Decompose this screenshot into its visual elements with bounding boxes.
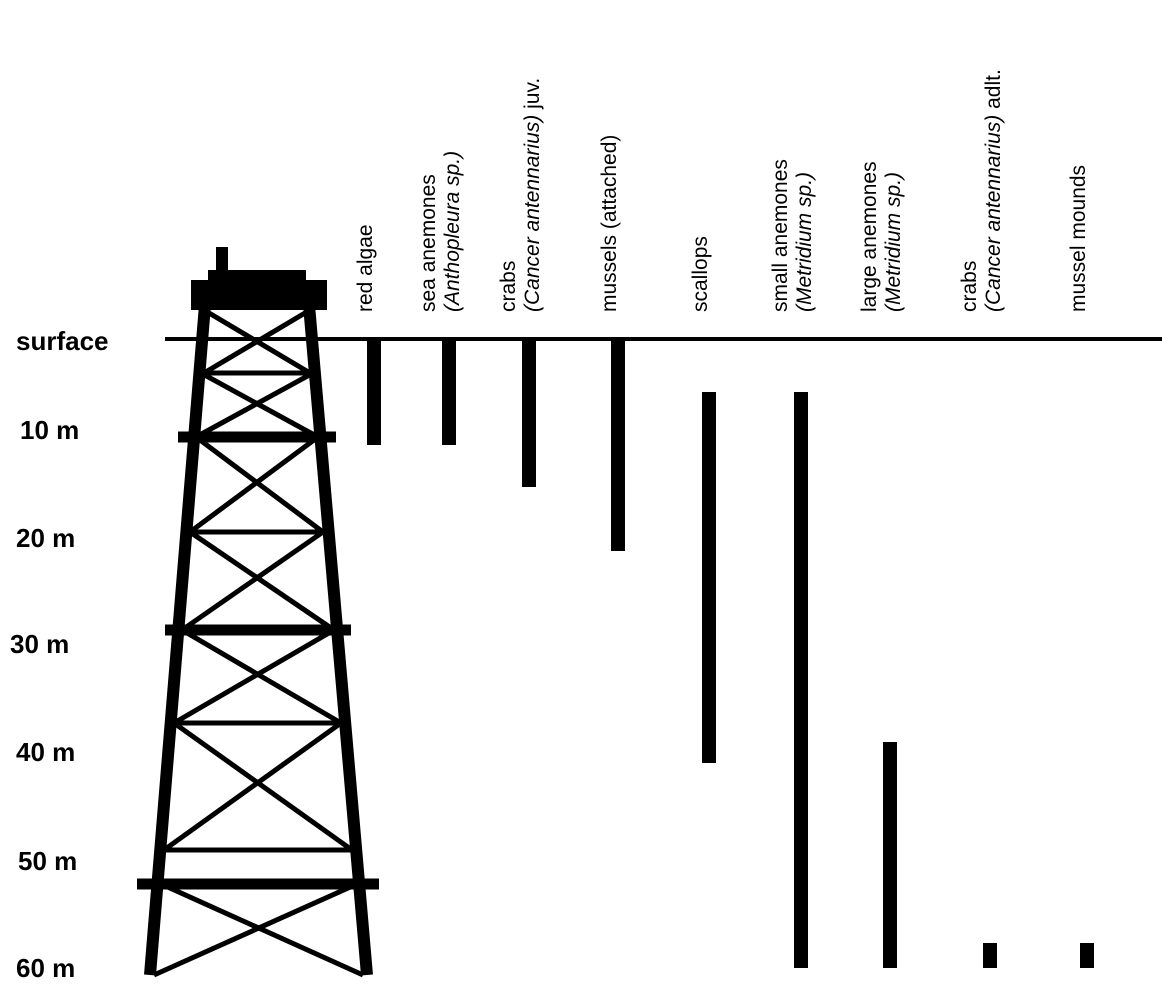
platform-leg-right [303,304,373,976]
organism-label-text: small anemones [769,159,792,312]
organism-label-text: (Cancer antennarius) [982,114,1006,312]
depth-range-bar [442,339,456,445]
platform-cross [188,434,320,535]
organism-label-text: crabs [497,260,520,312]
organism-label: mussels (attached) [598,135,622,312]
organism-label-text: juv. [521,77,545,115]
depth-label: 10 m [20,415,80,445]
organism-label-text: sea anemones [417,174,440,312]
platform-cross [194,434,325,535]
depth-label: 50 m [18,846,78,876]
organism-label-text: (Cancer antennarius) [521,114,545,312]
depth-range-bar [794,392,808,968]
organism-label-text: (Metridium sp.) [793,171,817,312]
depth-range-bar [702,392,716,763]
depth-label: 30 m [10,629,70,659]
organism-label-text: scallops [689,236,712,312]
organism-label-text: mussel mounds [1067,164,1090,312]
depth-range-bar [611,339,625,551]
platform-deck [191,280,327,310]
organism-label-text: large anemones [858,161,881,312]
platform-cross [188,529,336,633]
depth-range-bar [1080,943,1094,968]
platform-cross [180,627,343,726]
organism-label-text: (Anthopleura sp.) [441,150,465,312]
organism-label: mussel mounds [1067,165,1091,312]
organism-label: large anemones (Metridium sp.) [858,161,906,312]
platform-cross [180,529,325,633]
depth-range-bar [522,339,536,488]
platform-cross [172,627,336,726]
depth-range-bar [983,943,997,968]
depth-label: 20 m [16,523,76,553]
platform-cross [162,720,343,853]
organism-label-text: (Metridium sp.) [882,171,906,312]
organism-label-text: crabs [958,260,981,312]
platform-mast [216,247,228,271]
depth-range-bar [367,339,381,445]
organism-label: crabs (Cancer antennarius) adlt. [958,69,1006,312]
depth-label: 40 m [16,737,76,767]
organism-label: sea anemones (Anthopleura sp.) [417,151,465,312]
organism-label: crabs (Cancer antennarius) juv. [497,78,545,312]
depth-label-surface: surface [16,326,109,356]
platform-cross [172,720,354,853]
organism-label: red algae [354,224,378,312]
organism-label-text: mussels (attached) [598,134,621,312]
organism-label-text: adlt. [982,69,1006,115]
platform-cross [194,370,315,440]
platform-leg-left [144,304,211,976]
platform-cross [159,881,365,978]
organism-label-text: red algae [354,224,377,312]
organism-label: scallops [689,236,713,312]
platform-cross [152,881,359,978]
organism-label: small anemones (Metridium sp.) [769,159,817,312]
depth-label: 60 m [16,953,76,983]
platform-deck-top [208,270,306,282]
depth-range-bar [883,741,897,968]
platform-cross [202,307,312,376]
